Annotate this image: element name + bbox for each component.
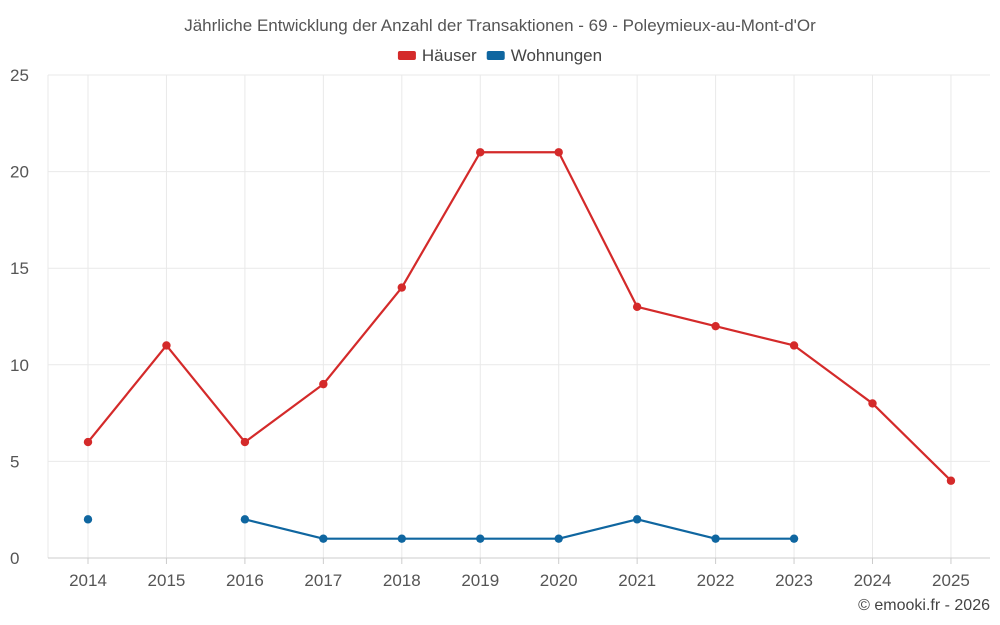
data-point[interactable] xyxy=(319,534,328,543)
data-point[interactable] xyxy=(789,341,799,350)
x-tick-label: 2020 xyxy=(540,571,578,590)
y-tick-label: 20 xyxy=(10,163,29,182)
chart-title: Jährliche Entwicklung der Anzahl der Tra… xyxy=(184,16,816,35)
data-point[interactable] xyxy=(711,321,720,331)
grid xyxy=(47,74,990,558)
x-tick-label: 2018 xyxy=(383,571,421,590)
legend-swatch xyxy=(486,51,505,60)
legend[interactable]: Häuser Wohnungen xyxy=(397,46,602,65)
series-line xyxy=(87,151,952,482)
data-point[interactable] xyxy=(83,437,93,447)
x-tick-label: 2025 xyxy=(932,571,970,590)
series-layer xyxy=(83,148,956,543)
y-tick-label: 0 xyxy=(10,549,19,568)
series-1 xyxy=(83,515,799,543)
data-point[interactable] xyxy=(162,341,171,350)
data-point[interactable] xyxy=(632,302,642,312)
data-point[interactable] xyxy=(868,399,877,408)
x-tick-label: 2022 xyxy=(697,571,735,590)
legend-item-0[interactable]: Häuser xyxy=(397,46,477,65)
x-tick-label: 2015 xyxy=(148,571,186,590)
x-tick-label: 2021 xyxy=(618,571,656,590)
legend-swatch xyxy=(397,51,416,60)
x-tick-label: 2017 xyxy=(304,571,342,590)
y-tick-label: 10 xyxy=(10,356,29,375)
data-point[interactable] xyxy=(397,283,406,292)
data-point[interactable] xyxy=(240,437,250,447)
data-point[interactable] xyxy=(319,379,328,389)
y-tick-label: 5 xyxy=(10,452,19,471)
credit-text: © emooki.fr - 2026 xyxy=(858,597,990,614)
data-point[interactable] xyxy=(946,476,956,485)
legend-label: Häuser xyxy=(422,46,477,65)
data-point[interactable] xyxy=(476,148,485,157)
data-point[interactable] xyxy=(554,534,563,543)
x-tick-label: 2016 xyxy=(226,571,264,590)
x-tick-label: 2014 xyxy=(69,571,107,590)
data-point[interactable] xyxy=(711,534,720,543)
data-point[interactable] xyxy=(476,534,485,543)
y-tick-label: 25 xyxy=(10,66,29,85)
series-0 xyxy=(83,148,956,485)
data-point[interactable] xyxy=(83,515,93,524)
legend-label: Wohnungen xyxy=(511,46,602,65)
x-tick-label: 2024 xyxy=(854,571,892,590)
data-point[interactable] xyxy=(554,148,563,157)
y-tick-label: 15 xyxy=(10,259,29,278)
data-point[interactable] xyxy=(632,515,642,524)
data-point[interactable] xyxy=(789,534,799,543)
x-tick-label: 2023 xyxy=(775,571,813,590)
data-point[interactable] xyxy=(240,515,250,524)
x-tick-label: 2019 xyxy=(461,571,499,590)
legend-item-1[interactable]: Wohnungen xyxy=(486,46,602,65)
data-point[interactable] xyxy=(397,534,406,543)
series-line xyxy=(244,518,795,540)
